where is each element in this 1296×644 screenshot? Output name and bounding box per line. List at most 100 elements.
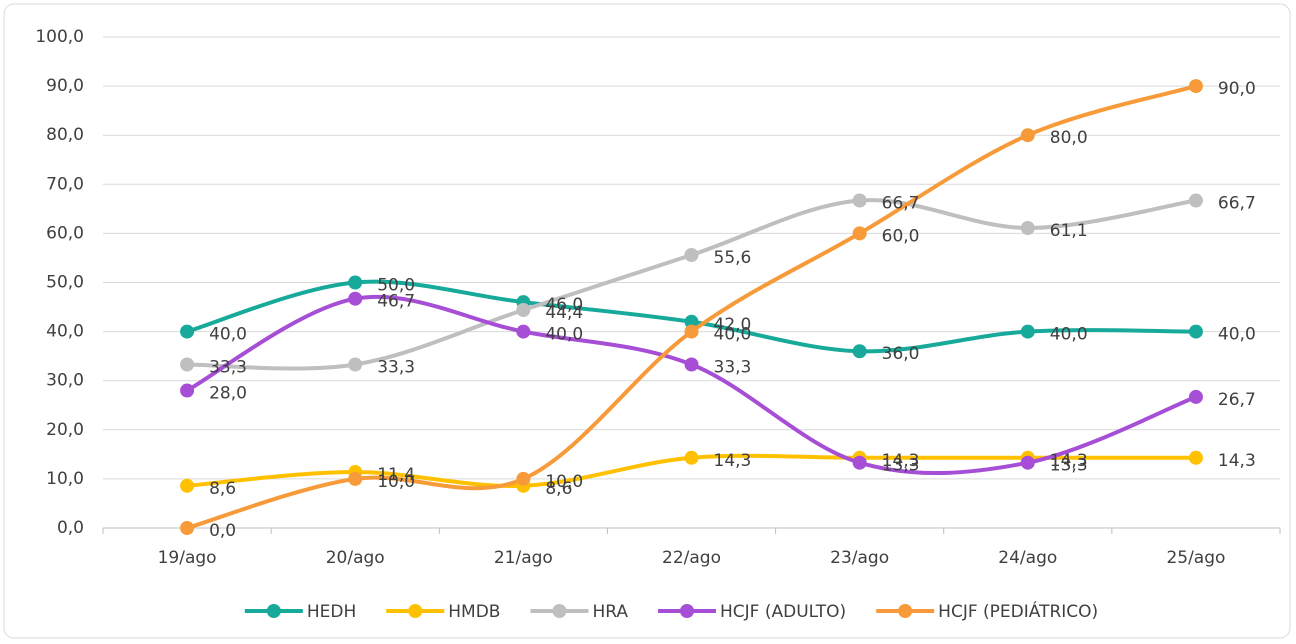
- data-point: [1020, 220, 1035, 235]
- data-label: 66,7: [882, 194, 920, 214]
- x-tick-label: 25/ago: [1166, 548, 1225, 568]
- data-point: [852, 344, 867, 359]
- data-point: [684, 324, 699, 339]
- data-point: [348, 275, 363, 290]
- data-label: 8,6: [545, 479, 572, 499]
- y-tick-label: 30,0: [46, 371, 84, 391]
- data-label: 66,7: [1218, 194, 1256, 214]
- data-label: 44,4: [545, 303, 583, 323]
- data-point: [1020, 324, 1035, 339]
- data-label: 40,0: [1218, 325, 1256, 345]
- x-tick-label: 19/ago: [158, 548, 217, 568]
- data-label: 46,0: [545, 295, 583, 315]
- data-label: 0,0: [209, 521, 236, 541]
- data-label: 28,0: [209, 384, 247, 404]
- data-label: 14,3: [1218, 451, 1256, 471]
- data-point: [180, 478, 195, 493]
- data-label: 13,3: [1050, 456, 1088, 476]
- data-label: 14,3: [882, 451, 920, 471]
- data-point: [684, 450, 699, 465]
- y-tick-label: 10,0: [46, 469, 84, 489]
- x-tick-label: 20/ago: [326, 548, 385, 568]
- y-tick-label: 100,0: [35, 27, 84, 47]
- data-point: [852, 193, 867, 208]
- y-tick-label: 50,0: [46, 273, 84, 293]
- data-label: 40,0: [714, 325, 752, 345]
- legend-label: HEDH: [307, 602, 356, 622]
- y-tick-label: 0,0: [57, 518, 84, 538]
- data-label: 36,0: [882, 344, 920, 364]
- data-point: [1020, 128, 1035, 143]
- data-label: 33,3: [714, 357, 752, 377]
- data-label: 26,7: [1218, 390, 1256, 410]
- y-tick-label: 70,0: [46, 174, 84, 194]
- data-label: 11,4: [377, 465, 415, 485]
- y-tick-label: 60,0: [46, 223, 84, 243]
- data-label: 33,3: [209, 357, 247, 377]
- data-point: [180, 357, 195, 372]
- chart-border: [3, 3, 1291, 639]
- data-point: [516, 324, 531, 339]
- legend-item: HEDH: [244, 602, 356, 622]
- data-label: 10,0: [545, 472, 583, 492]
- data-label: 90,0: [1218, 79, 1256, 99]
- data-point: [684, 314, 699, 329]
- data-label: 50,0: [377, 276, 415, 296]
- data-point: [852, 226, 867, 241]
- data-point: [516, 471, 531, 486]
- data-point: [1188, 389, 1203, 404]
- legend-label: HCJF (PEDIÁTRICO): [938, 600, 1098, 622]
- data-point: [852, 455, 867, 470]
- data-point: [180, 324, 195, 339]
- data-point: [180, 383, 195, 398]
- y-tick-label: 20,0: [46, 420, 84, 440]
- data-point: [1188, 450, 1203, 465]
- data-label: 40,0: [545, 325, 583, 345]
- data-point: [180, 521, 195, 535]
- x-tick-label: 24/ago: [998, 548, 1057, 568]
- data-label: 46,7: [377, 292, 415, 312]
- data-label: 8,6: [209, 479, 236, 499]
- data-label: 10,0: [377, 472, 415, 492]
- data-point: [1188, 79, 1203, 94]
- data-label: 55,6: [714, 248, 752, 268]
- y-tick-label: 40,0: [46, 322, 84, 342]
- legend-marker: [680, 604, 695, 618]
- y-tick-label: 90,0: [46, 76, 84, 96]
- data-label: 14,3: [714, 451, 752, 471]
- legend-marker: [266, 604, 281, 618]
- data-label: 42,0: [714, 315, 752, 335]
- data-point: [1020, 455, 1035, 470]
- data-point: [684, 248, 699, 263]
- legend-item: HCJF (PEDIÁTRICO): [876, 600, 1098, 622]
- data-label: 40,0: [209, 325, 247, 345]
- data-label: 33,3: [377, 357, 415, 377]
- legend-label: HMDB: [448, 602, 500, 622]
- data-point: [348, 291, 363, 306]
- data-point: [1188, 324, 1203, 339]
- legend-marker: [552, 604, 567, 618]
- legend-item: HMDB: [386, 602, 500, 622]
- data-label: 40,0: [1050, 325, 1088, 345]
- legend-marker: [408, 604, 423, 618]
- legend-label: HRA: [592, 602, 628, 622]
- y-tick-label: 80,0: [46, 125, 84, 145]
- legend-item: HCJF (ADULTO): [658, 602, 846, 622]
- data-label: 60,0: [882, 226, 920, 246]
- x-tick-label: 21/ago: [494, 548, 553, 568]
- legend-label: HCJF (ADULTO): [720, 602, 846, 622]
- x-tick-label: 23/ago: [830, 548, 889, 568]
- data-point: [684, 357, 699, 372]
- legend-marker: [898, 604, 913, 618]
- legend-item: HRA: [530, 602, 628, 622]
- data-label: 80,0: [1050, 128, 1088, 148]
- data-label: 13,3: [882, 456, 920, 476]
- data-point: [1188, 193, 1203, 208]
- x-tick-label: 22/ago: [662, 548, 721, 568]
- data-label: 61,1: [1050, 221, 1088, 241]
- data-point: [348, 471, 363, 486]
- data-label: 14,3: [1050, 451, 1088, 471]
- data-point: [348, 357, 363, 372]
- data-point: [516, 302, 531, 317]
